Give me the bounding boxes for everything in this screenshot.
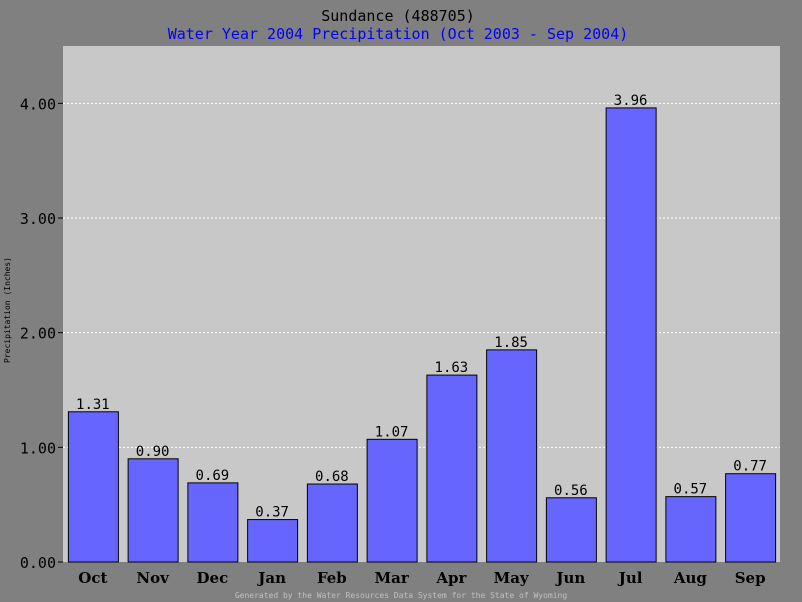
plot-area [63,46,780,562]
category-labels: Oct Nov Dec Jan Feb Mar Apr May Jun Jul Aug Sep [78,569,765,587]
y-axis-label: Precipitation (Inches) [3,257,12,363]
y-axis-ticks: 0.00 1.00 2.00 3.00 4.00 [20,95,63,572]
category-label: Mar [375,569,410,587]
y-tick-label: 0.00 [20,554,56,572]
value-label: 0.90 [136,444,170,460]
y-tick-label: 2.00 [20,325,56,343]
bar-apr [426,374,478,563]
chart-title: Sundance (488705) [321,7,475,25]
category-label: Aug [673,569,708,587]
category-label: Nov [136,569,170,587]
bar-oct [67,411,119,563]
value-label: 1.07 [375,424,409,440]
category-label: Sep [735,569,766,587]
y-tick-label: 1.00 [20,439,56,457]
bar-jul [605,107,657,563]
bar-nov [127,458,179,563]
bars [67,107,777,563]
footer-credit: Generated by the Water Resources Data Sy… [235,591,568,600]
bar-jun [545,497,597,563]
value-label: 3.96 [614,93,648,109]
value-label: 1.63 [435,360,469,376]
category-label: Jun [554,569,585,587]
value-label: 0.57 [674,482,708,498]
category-label: Dec [197,569,229,587]
bar-sep [725,473,777,563]
value-label: 0.37 [255,505,289,521]
category-label: May [494,569,530,587]
value-label: 0.56 [554,483,588,499]
chart-subtitle: Water Year 2004 Precipitation (Oct 2003 … [168,25,629,43]
value-label: 0.77 [733,459,767,475]
value-label: 0.68 [315,469,349,485]
gridlines [63,102,780,448]
value-labels: 1.31 0.90 0.69 0.37 0.68 1.07 1.63 1.85 0.56 3.96… [76,93,767,521]
bar-may [486,349,538,563]
category-label: Jul [617,569,643,587]
bar-dec [187,482,239,563]
category-label: Apr [435,569,467,587]
category-label: Feb [317,569,347,587]
value-label: 0.69 [196,468,230,484]
y-tick-label: 4.00 [20,95,56,113]
category-label: Jan [256,569,286,587]
category-label: Oct [78,569,107,587]
bar-jan [247,519,299,563]
bar-mar [366,438,418,563]
y-tick-label: 3.00 [20,210,56,228]
bar-feb [306,483,358,563]
value-label: 1.85 [494,335,528,351]
value-label: 1.31 [76,397,110,413]
bar-aug [665,496,717,563]
